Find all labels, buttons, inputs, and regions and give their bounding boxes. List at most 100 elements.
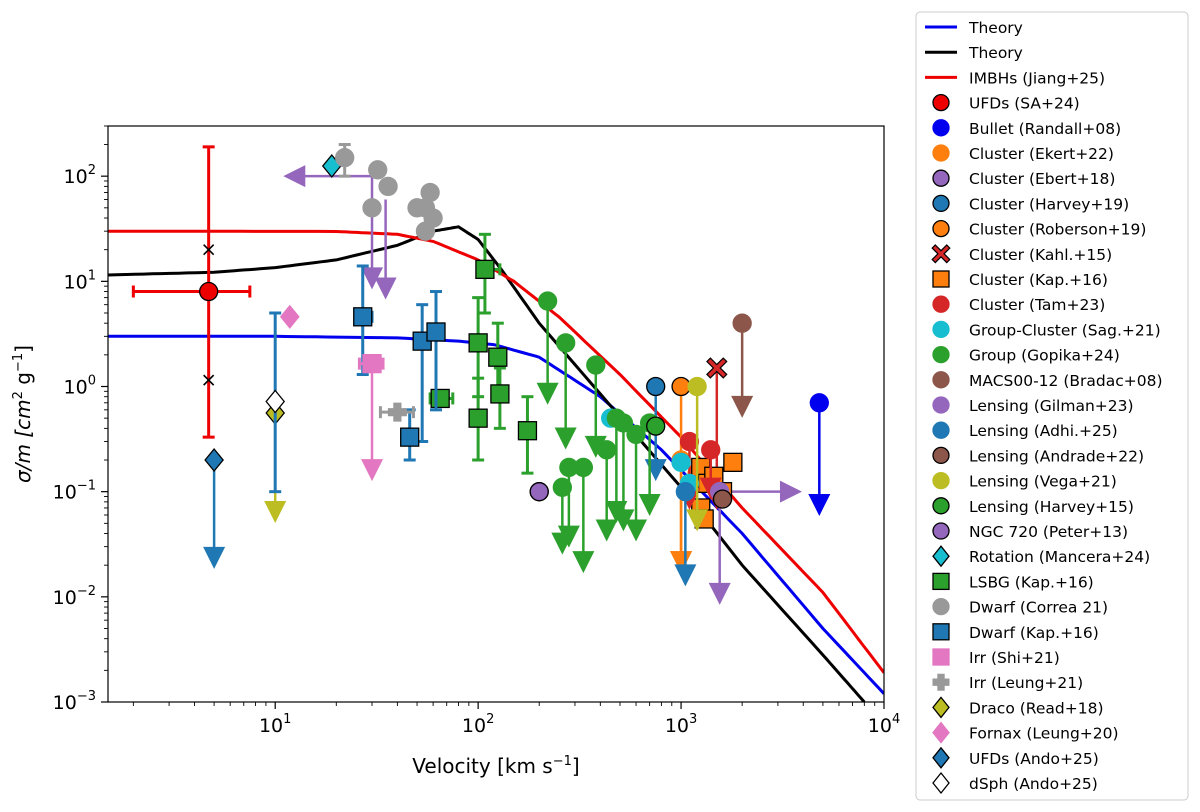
data-point	[265, 389, 286, 414]
upper-limit-arrow	[674, 564, 697, 587]
upper-limit-arrow	[572, 551, 595, 574]
data-point	[706, 357, 728, 379]
legend-entry: Rotation (Mancera+24)	[932, 545, 1150, 568]
cross-marker	[203, 244, 215, 256]
upper-limit-arrow	[536, 382, 559, 405]
data-point	[732, 313, 752, 333]
data-point	[701, 440, 721, 460]
legend-entry: Cluster (Kahl.+15)	[931, 244, 1112, 264]
upper-limit-arrow	[638, 493, 661, 516]
legend-entry: Lensing (Gilman+23)	[932, 396, 1134, 415]
data-point	[932, 320, 950, 339]
legend-entry: Dwarf (Correa 21)	[932, 597, 1108, 617]
legend-label: UFDs (SA+24)	[969, 95, 1080, 113]
data-point	[932, 421, 950, 439]
legend-entry: Lensing (Harvey+15)	[932, 497, 1134, 516]
data-point	[675, 482, 696, 502]
upper-limit-arrow	[374, 277, 397, 300]
data-point	[552, 477, 572, 497]
data-point	[468, 408, 488, 428]
data-point	[537, 291, 558, 311]
data-point	[387, 402, 407, 422]
legend-label: Cluster (Tam+23)	[969, 296, 1105, 314]
data-point	[932, 545, 950, 568]
legend-label: NGC 720 (Peter+13)	[969, 523, 1128, 541]
legend-label: Cluster (Ekert+22)	[969, 145, 1114, 163]
data-point	[932, 345, 950, 364]
legend-entry: LSBG (Kap.+16)	[932, 572, 1094, 591]
legend-entry: Group (Gopika+24)	[932, 345, 1120, 365]
data-point	[626, 424, 646, 445]
legend-entry: Cluster (Harvey+19)	[932, 194, 1129, 213]
upper-limit-arrow	[644, 459, 667, 482]
data-point	[490, 384, 510, 404]
data-point	[712, 489, 733, 509]
legend-label: Lensing (Adhi.+25)	[969, 422, 1118, 440]
y-axis-label: σ/m [cm2 g−1]	[11, 345, 35, 483]
data-point	[932, 771, 950, 795]
legend-entry: UFDs (Ando+25)	[932, 746, 1099, 769]
legend-entry: dSph (Ando+25)	[932, 771, 1098, 795]
theory-curves	[108, 225, 884, 702]
data-point	[597, 440, 617, 460]
data-point	[335, 148, 355, 168]
data-point	[932, 219, 950, 238]
legend-label: Theory	[968, 19, 1023, 37]
data-point	[932, 169, 950, 187]
data-point	[932, 144, 950, 162]
legend-label: Theory	[968, 44, 1023, 62]
legend-entry: Cluster (Kap.+16)	[932, 270, 1108, 289]
legend-label: dSph (Ando+25)	[969, 775, 1098, 793]
y-tick-label: 10−2	[53, 584, 96, 609]
legend-label: Lensing (Vega+21)	[969, 473, 1117, 491]
data-point	[279, 304, 300, 329]
data-point	[613, 413, 634, 433]
legend-label: Dwarf (Correa 21)	[969, 599, 1108, 617]
upper-limit-arrow	[551, 532, 574, 555]
legend-entry: Theory	[925, 19, 1023, 37]
theory-curve	[108, 334, 884, 695]
legend-label: Cluster (Ebert+18)	[969, 170, 1115, 188]
legend-entry: Bullet (Randall+08)	[932, 119, 1121, 138]
upper-limit-arrow	[361, 267, 384, 290]
data-point	[573, 457, 594, 478]
data-point	[368, 160, 388, 180]
data-point	[932, 721, 950, 744]
x-tick-label: 102	[462, 712, 494, 737]
legend-box	[915, 11, 1189, 801]
legend-entry: UFDs (SA+24)	[932, 93, 1080, 113]
legend-entry: Irr (Leung+21)	[932, 673, 1083, 692]
upper-limit-arrow	[625, 519, 648, 542]
y-tick-label: 102	[64, 163, 96, 188]
legend-label: Cluster (Roberson+19)	[969, 221, 1146, 239]
axis-ticks: 101 102 103 104 10−3 10−2 10−1 100 101 102	[53, 125, 900, 737]
data-point	[932, 119, 950, 137]
upper-limit-arrow	[708, 582, 731, 605]
data-point	[932, 396, 950, 414]
legend-entry: Cluster (Roberson+19)	[932, 219, 1146, 239]
upper-limit-arrow	[203, 546, 226, 569]
y-tick-label: 10−1	[53, 479, 96, 504]
legend-entry: Cluster (Ekert+22)	[932, 144, 1114, 163]
legend-entry: Cluster (Ebert+18)	[932, 169, 1115, 188]
data-point	[362, 353, 382, 374]
data-point	[932, 597, 950, 616]
data-point	[932, 93, 950, 112]
data-point	[517, 421, 538, 441]
data-point	[932, 696, 950, 719]
upper-limit-arrow	[264, 501, 287, 524]
data-point	[415, 221, 436, 241]
data-point	[353, 307, 373, 327]
data-point	[932, 371, 950, 389]
legend-label: Lensing (Andrade+22)	[969, 447, 1144, 465]
data-point	[932, 194, 950, 213]
data-point	[932, 522, 950, 540]
data-point	[932, 270, 950, 288]
legend-entry: Lensing (Andrade+22)	[932, 446, 1144, 465]
data-point	[931, 244, 951, 264]
data-point	[362, 198, 382, 218]
theory-curve	[108, 225, 866, 702]
legend-entry: Irr (Shi+21)	[932, 648, 1060, 667]
limit-arrow	[779, 480, 802, 503]
